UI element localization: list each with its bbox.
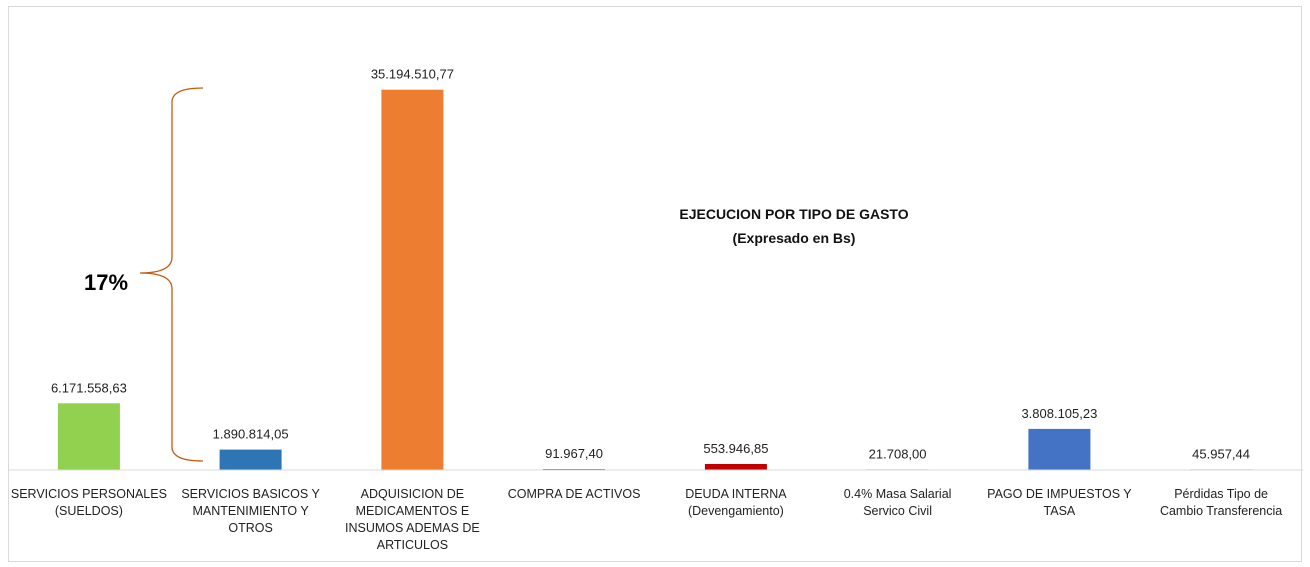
chart-subtitle: (Expresado en Bs) [733, 230, 856, 246]
value-label-1: 6.171.558,63 [51, 380, 127, 395]
bar-3 [381, 89, 444, 470]
category-label-2: SERVICIOS BASICOS Y MANTENIMIENTO Y OTROS [181, 487, 320, 535]
category-label-1: SERVICIOS PERSONALES (SUELDOS) [11, 487, 167, 518]
value-label-2: 1.890.814,05 [213, 427, 289, 442]
bar-2 [219, 449, 282, 470]
category-label-7: PAGO DE IMPUESTOS Y TASA [987, 487, 1132, 518]
value-label-4: 91.967,40 [545, 446, 603, 461]
value-label-3: 35.194.510,77 [371, 67, 454, 82]
bar-chart: EJECUCION POR TIPO DE GASTO (Expresado e… [9, 67, 1303, 552]
value-label-6: 21.708,00 [869, 446, 927, 461]
bar-5 [704, 464, 767, 470]
category-label-3: ADQUISICION DE MEDICAMENTOS E INSUMOS ADEM… [345, 487, 480, 552]
category-label-5: DEUDA INTERNA (Devengamiento) [685, 487, 787, 518]
bar-7 [1028, 428, 1091, 470]
percent-annotation: 17% [84, 270, 128, 295]
chart-title: EJECUCION POR TIPO DE GASTO [679, 206, 908, 222]
chart-frame: EJECUCION POR TIPO DE GASTO (Expresado e… [8, 6, 1303, 562]
brace-annotation [139, 87, 204, 462]
bar-1 [57, 403, 120, 470]
value-label-5: 553.946,85 [703, 441, 768, 456]
category-label-8: Pérdidas Tipo de Cambio Transferencia [1160, 487, 1282, 518]
value-label-8: 45.957,44 [1192, 446, 1250, 461]
category-label-6: 0.4% Masa Salarial Servico Civil [844, 487, 952, 518]
category-label-4: COMPRA DE ACTIVOS [508, 487, 641, 501]
value-label-7: 3.808.105,23 [1021, 406, 1097, 421]
